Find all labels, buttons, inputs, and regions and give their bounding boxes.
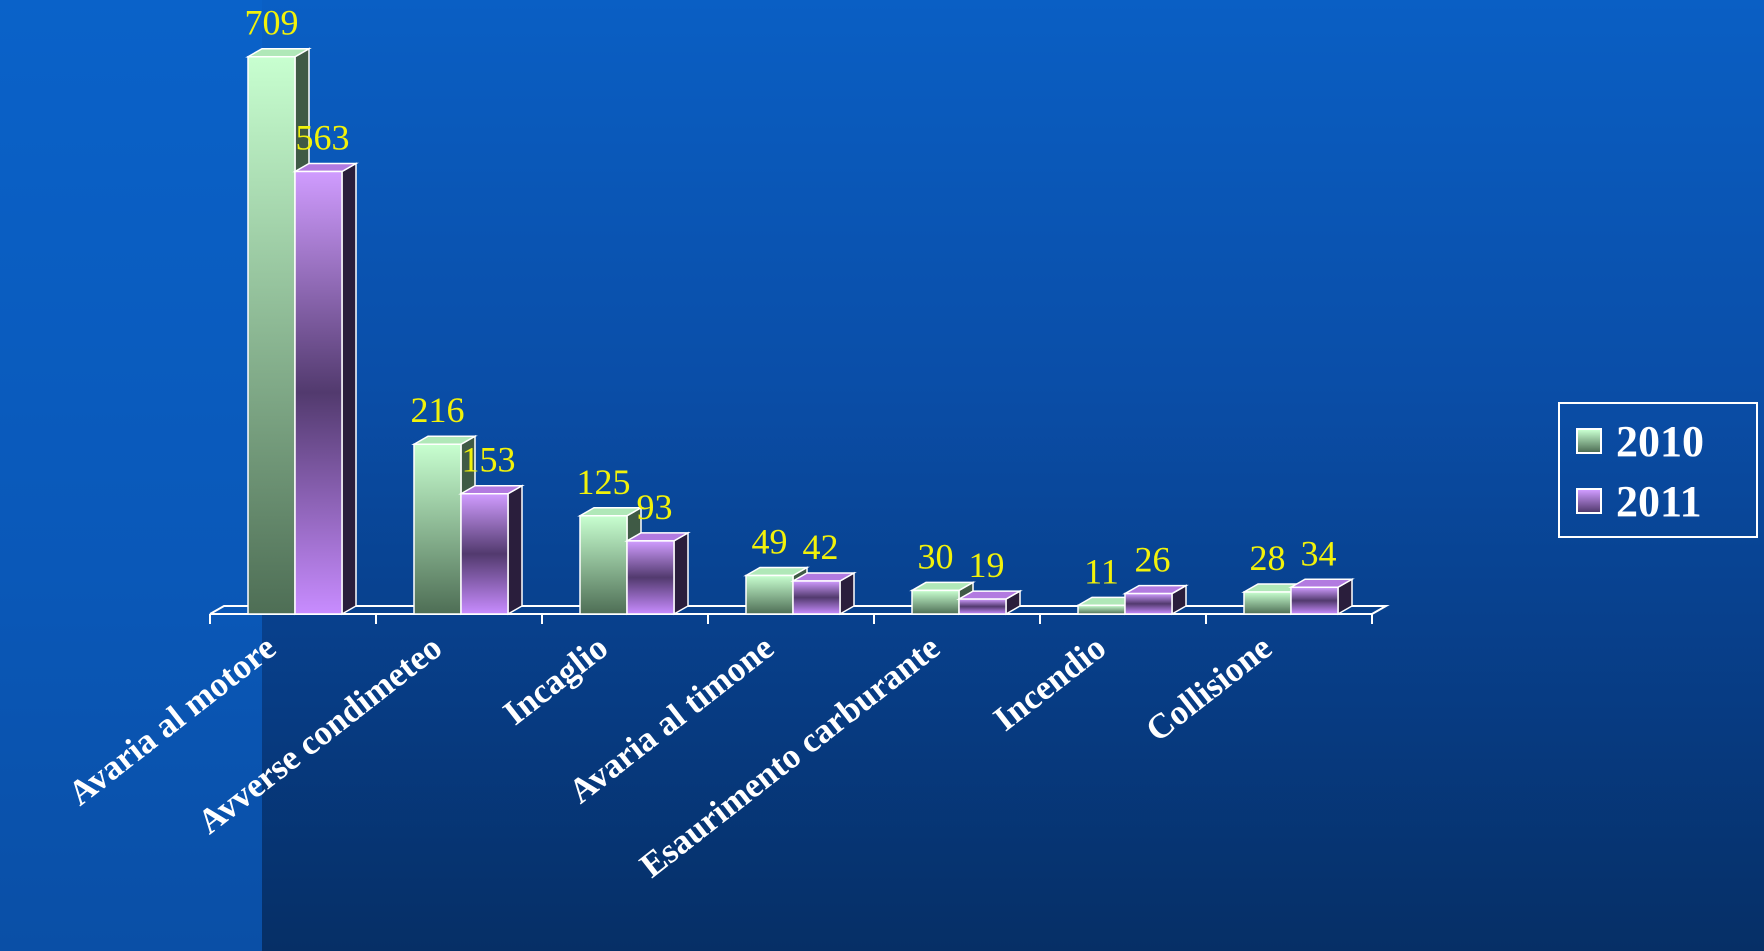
background-side-panel	[0, 0, 262, 951]
category-label-4: Esaurimento carburante	[633, 628, 947, 886]
value-label-2011-4: 19	[969, 545, 1005, 585]
legend-item-2011: 2011	[1576, 476, 1702, 526]
category-label-6: Collisione	[1138, 628, 1278, 750]
bar-2011-0	[292, 162, 359, 616]
category-label-2: Incaglio	[496, 628, 615, 733]
legend: 2010 2011	[1558, 402, 1758, 538]
category-label-5: Incendio	[986, 628, 1113, 739]
value-label-2011-1: 153	[462, 440, 516, 480]
bar-2011-4	[956, 589, 1023, 616]
value-label-2010-0: 709	[245, 3, 299, 43]
legend-swatch-2010	[1576, 428, 1602, 454]
legend-label-2010: 2010	[1616, 416, 1704, 466]
value-label-2010-2: 125	[577, 462, 631, 502]
bar-2011-2	[624, 531, 691, 616]
bars	[245, 47, 1355, 616]
legend-swatch-2011	[1576, 488, 1602, 514]
value-label-2010-6: 28	[1250, 538, 1286, 578]
bar-2011-1	[458, 484, 525, 616]
value-label-2011-0: 563	[296, 117, 350, 157]
bar-2011-3	[790, 571, 857, 616]
value-label-2010-4: 30	[918, 536, 954, 576]
value-label-2010-1: 216	[411, 390, 465, 430]
value-label-2011-5: 26	[1135, 540, 1171, 580]
bar-2011-5	[1122, 584, 1189, 616]
bar-2011-6	[1288, 577, 1355, 616]
value-label-2011-6: 34	[1301, 533, 1337, 573]
value-label-2010-5: 11	[1084, 551, 1119, 591]
value-label-2010-3: 49	[752, 521, 788, 561]
legend-item-2010: 2010	[1576, 416, 1704, 466]
value-label-2011-3: 42	[803, 527, 839, 567]
value-label-2011-2: 93	[637, 487, 673, 527]
legend-label-2011: 2011	[1616, 476, 1702, 526]
